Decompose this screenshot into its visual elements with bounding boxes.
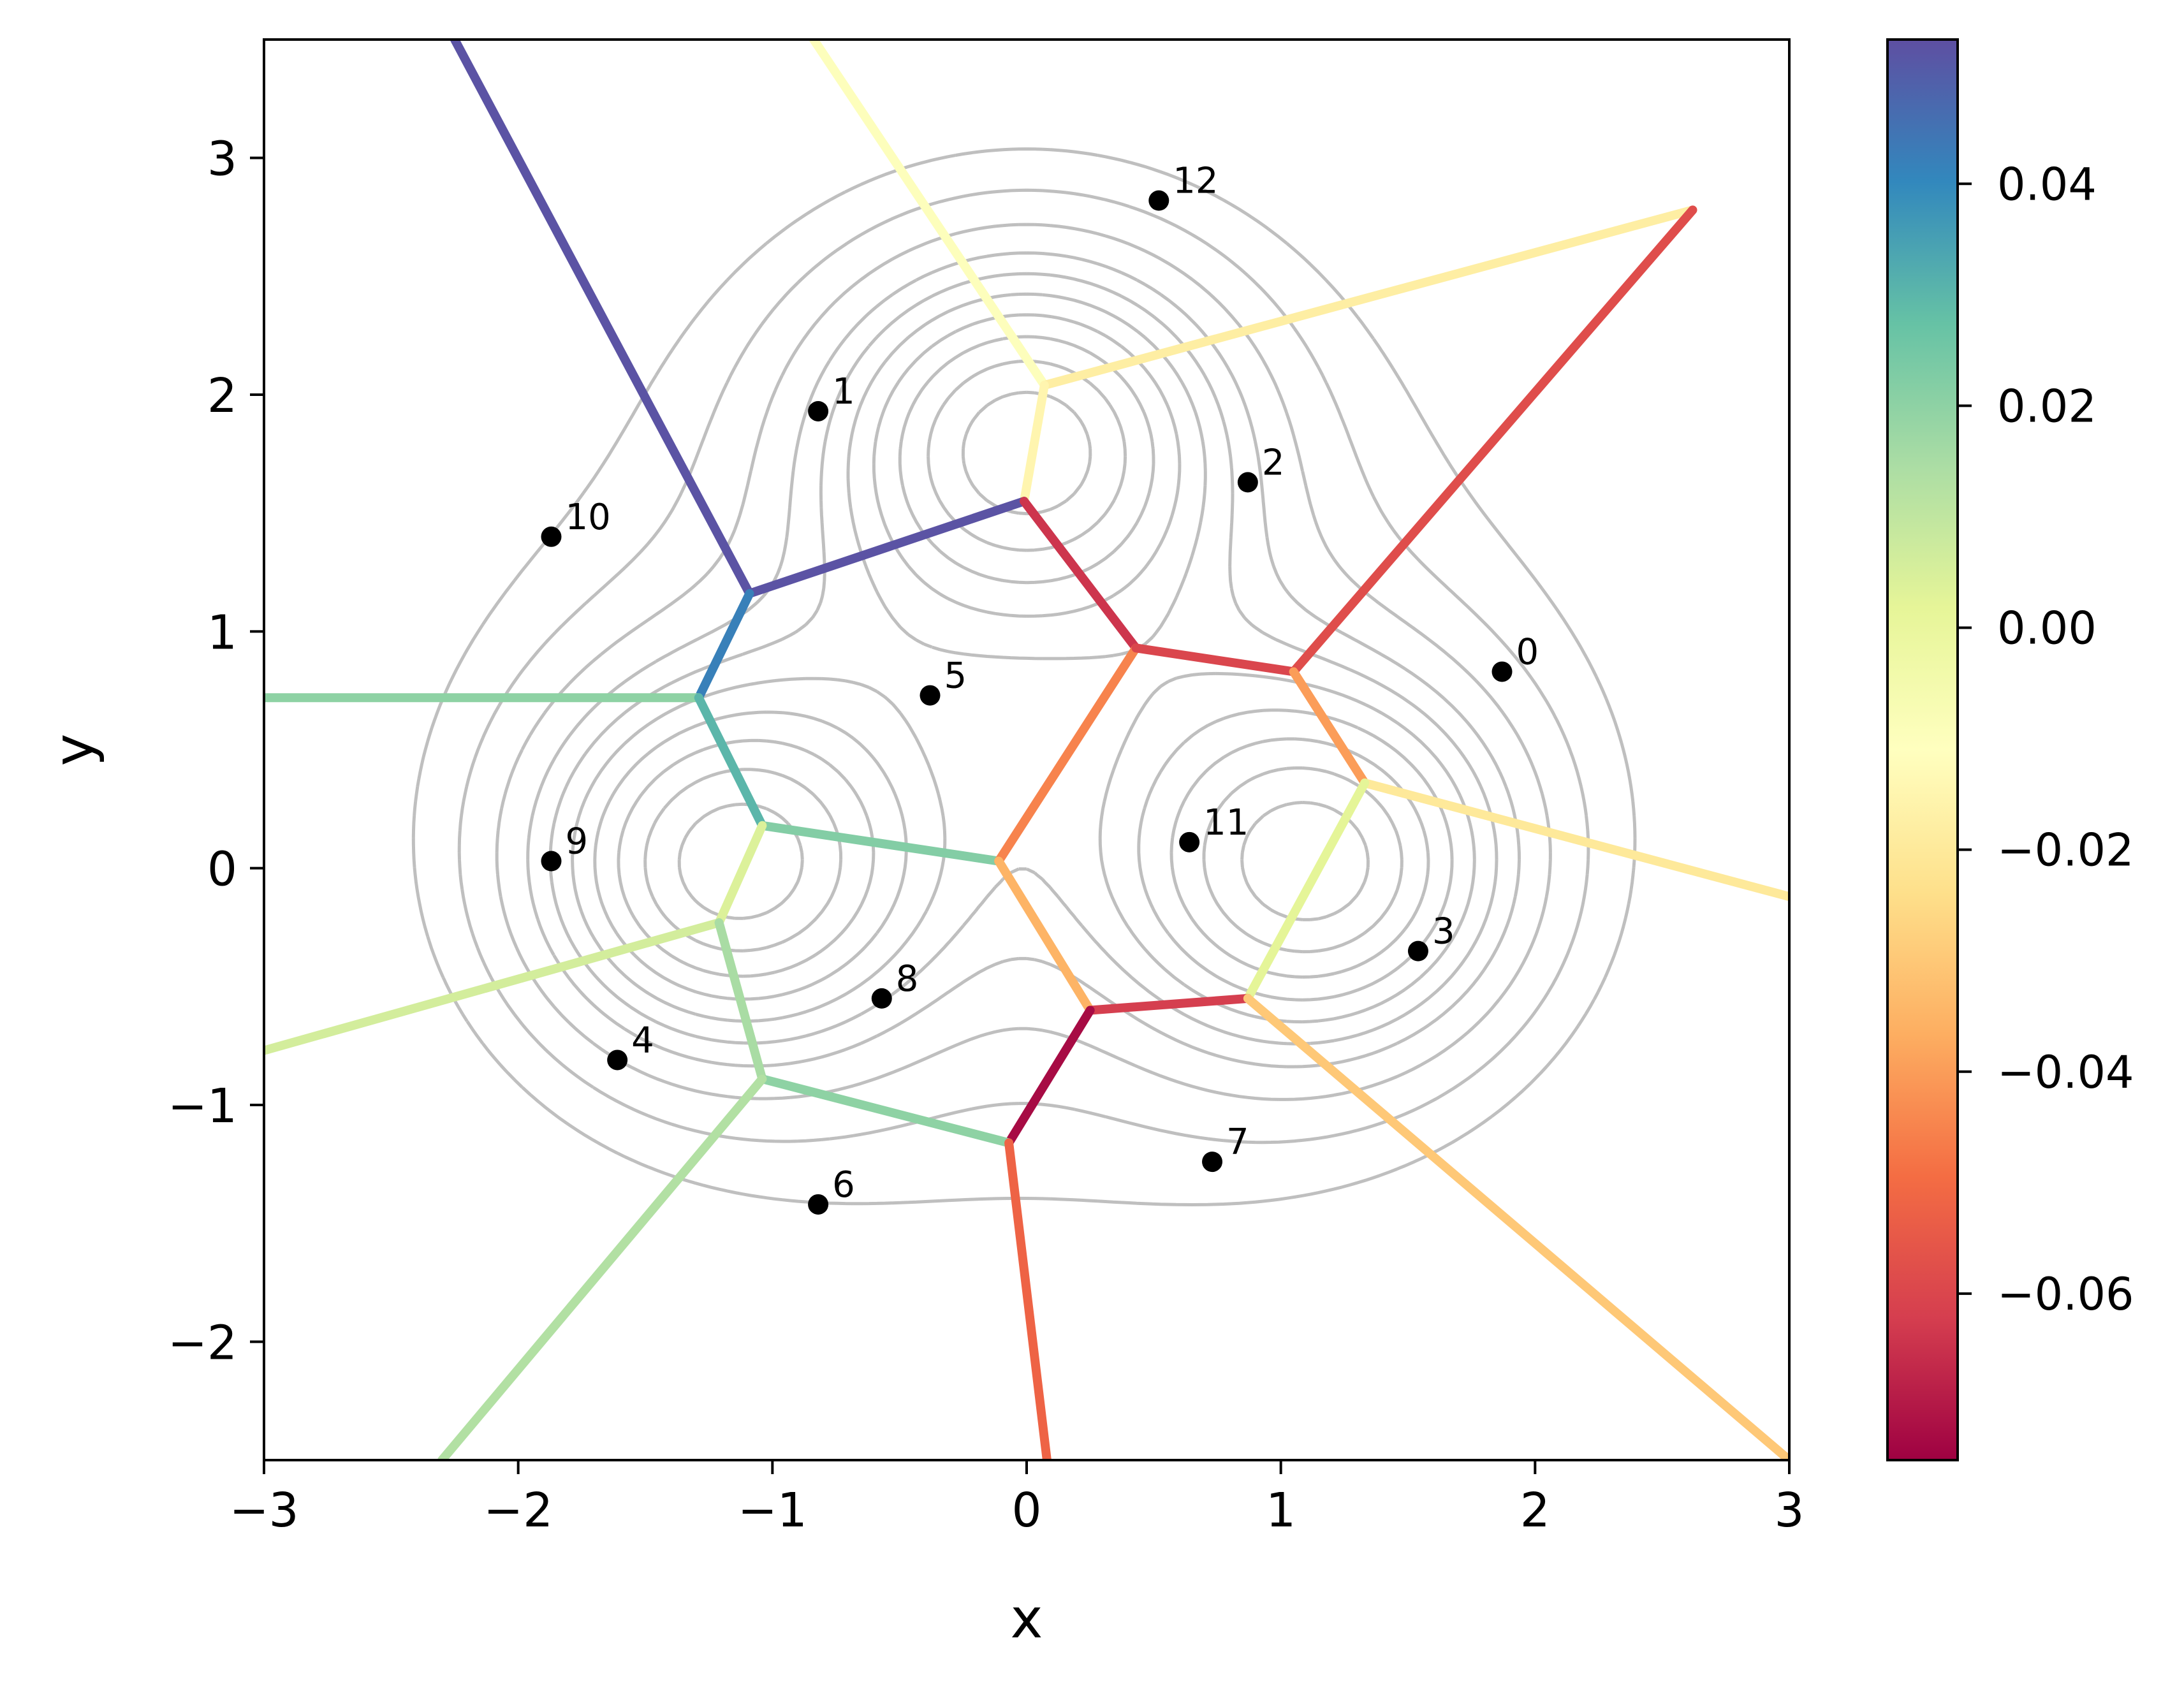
voronoi-edge	[437, 1074, 767, 1460]
x-tick-label: 3	[1774, 1483, 1804, 1538]
x-axis-label: x	[1011, 1587, 1043, 1651]
colorbar-tick-label: 0.02	[1997, 380, 2097, 432]
voronoi-edges	[264, 40, 1789, 1460]
voronoi-edge	[694, 693, 767, 830]
y-axis-ticks: −2 −1 0 1 2 3	[168, 132, 264, 1370]
voronoi-edge	[1289, 667, 1370, 787]
sample-point	[541, 851, 562, 872]
colorbar-tick-label: −0.06	[1997, 1268, 2134, 1320]
voronoi-edge	[1360, 778, 1789, 902]
colorbar-tick-label: 0.00	[1997, 603, 2097, 655]
voronoi-edge	[1020, 381, 1049, 506]
voronoi-edge	[1289, 205, 1697, 676]
contour-level	[593, 313, 1454, 1002]
sample-point-label: 6	[832, 1164, 855, 1206]
sample-point-label: 1	[832, 371, 855, 413]
sample-point-label: 8	[896, 958, 919, 1000]
voronoi-edge	[264, 918, 724, 1055]
x-tick-label: −1	[738, 1483, 807, 1538]
x-axis-ticks: −3 −2 −1 0 1 2 3	[229, 1460, 1805, 1538]
sample-point-label: 12	[1173, 161, 1218, 202]
y-tick-label: 0	[207, 842, 237, 897]
sample-point-label: 3	[1432, 911, 1455, 953]
voronoi-edge	[758, 1074, 1014, 1148]
colorbar-tick-label: −0.04	[1997, 1046, 2134, 1099]
contour-level	[457, 188, 1590, 1144]
voronoi-edge	[1039, 205, 1697, 390]
sample-point	[607, 1049, 628, 1071]
voronoi-edge	[994, 856, 1095, 1015]
contour-level	[617, 335, 1430, 979]
voronoi-edge	[1243, 778, 1370, 1003]
y-tick-label: 1	[207, 605, 237, 660]
sample-point-label: 5	[944, 655, 967, 697]
voronoi-edge	[714, 821, 767, 928]
x-tick-label: 2	[1520, 1483, 1550, 1538]
x-tick-label: 1	[1266, 1483, 1296, 1538]
sample-point-label: 10	[565, 497, 610, 538]
colorbar-tick-label: −0.02	[1997, 824, 2134, 877]
sample-point	[871, 988, 892, 1009]
sample-point-label: 11	[1203, 802, 1249, 844]
voronoi-edge	[1020, 497, 1141, 653]
x-tick-label: 0	[1011, 1483, 1041, 1538]
contour-level	[548, 272, 1499, 1046]
voronoi-edge	[1004, 1006, 1095, 1148]
voronoi-edge	[714, 918, 767, 1084]
sample-point-label: 7	[1226, 1122, 1249, 1163]
sample-point	[1491, 661, 1513, 682]
voronoi-edge	[1004, 1138, 1052, 1460]
sample-point	[808, 400, 829, 421]
colorbar: 0.04 0.02 0.00 −0.02 −0.04 −0.06	[1886, 38, 2134, 1461]
sample-point-label: 0	[1516, 631, 1539, 673]
sample-point	[1407, 940, 1428, 962]
voronoi-edge	[450, 40, 754, 598]
voronoi-edge	[1085, 993, 1252, 1015]
sample-point	[1237, 472, 1258, 493]
voronoi-edge	[1131, 643, 1298, 676]
sample-point	[1148, 190, 1169, 211]
voronoi-edge	[1243, 993, 1789, 1460]
y-axis-label: y	[42, 734, 106, 766]
contour-level	[495, 223, 1552, 1101]
sample-point	[920, 685, 941, 706]
sample-point	[1179, 831, 1200, 852]
sample-point-label: 4	[631, 1020, 654, 1061]
sample-point-label: 9	[565, 821, 588, 863]
sample-point-label: 2	[1262, 442, 1285, 483]
voronoi-edge	[758, 821, 1004, 866]
colorbar-gradient	[1886, 38, 1959, 1461]
contour-level	[643, 359, 1403, 954]
voronoi-edge	[694, 589, 754, 703]
sample-point	[1202, 1152, 1223, 1173]
voronoi-edge	[994, 643, 1141, 866]
y-tick-label: 2	[207, 369, 237, 423]
voronoi-edge	[808, 40, 1049, 390]
sample-point	[808, 1194, 829, 1215]
x-tick-label: −3	[229, 1483, 298, 1538]
y-tick-label: −1	[168, 1079, 237, 1134]
y-tick-label: 3	[207, 132, 237, 187]
y-tick-label: −2	[168, 1315, 237, 1370]
voronoi-edge	[745, 497, 1029, 598]
colorbar-tick-label: 0.04	[1997, 158, 2097, 210]
sample-point	[541, 526, 562, 547]
x-tick-label: −2	[483, 1483, 553, 1538]
